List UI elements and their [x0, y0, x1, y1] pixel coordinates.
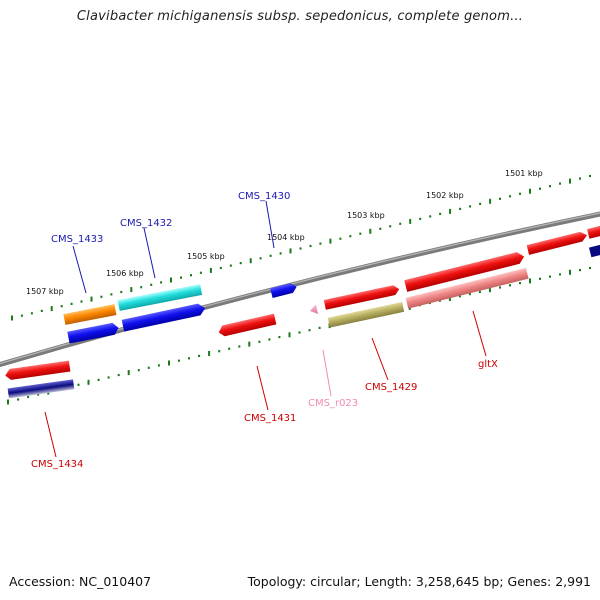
gene-label-cms1431[interactable]: CMS_1431 — [244, 413, 296, 424]
gene-arrow-orange[interactable] — [63, 304, 117, 325]
gene-arrow-navy-right[interactable] — [588, 244, 600, 258]
gene-arrow-navy-left[interactable] — [7, 379, 75, 399]
gene-label-cms1430[interactable]: CMS_1430 — [238, 191, 290, 202]
gene-label-cms1432[interactable]: CMS_1432 — [120, 218, 172, 229]
gene-arrow-blue-inner-2[interactable] — [121, 302, 207, 332]
leader-cms1433 — [72, 245, 87, 294]
gene-label-gltx[interactable]: gltX — [478, 359, 498, 370]
kbp-label: 1507 kbp — [26, 287, 64, 296]
kbp-label: 1504 kbp — [267, 233, 305, 242]
leader-cms1432 — [143, 227, 156, 279]
leader-cms-r023 — [322, 349, 332, 397]
gene-arrow-red-upper-2[interactable] — [404, 251, 525, 292]
gene-arrow-red-upper-3[interactable] — [526, 230, 589, 255]
outer-tick-track — [11, 174, 591, 321]
topology-summary: Topology: circular; Length: 3,258,645 bp… — [247, 574, 591, 589]
gene-arrow-red-upper-1[interactable] — [323, 284, 400, 310]
gene-arrow-blue-inner-1[interactable] — [67, 322, 119, 344]
page-title: Clavibacter michiganensis subsp. sepedon… — [76, 9, 524, 24]
gene-arrow-cms1430[interactable] — [270, 282, 298, 298]
leader-cms1429 — [371, 337, 389, 381]
gene-label-cms1434[interactable]: CMS_1434 — [31, 459, 83, 470]
leader-cms1434 — [44, 411, 57, 458]
gene-arrow-cyan[interactable] — [117, 284, 203, 311]
kbp-label: 1503 kbp — [347, 211, 385, 220]
kbp-label: 1501 kbp — [505, 169, 543, 178]
leader-cms1430 — [265, 200, 275, 249]
gene-label-cms1429[interactable]: CMS_1429 — [365, 382, 417, 393]
kbp-label: 1506 kbp — [106, 269, 144, 278]
gene-arrow-gltx[interactable] — [405, 267, 529, 309]
gene-arrow-cms1434[interactable] — [4, 360, 71, 381]
gene-arrow-red-upper-4[interactable] — [587, 225, 600, 239]
accession-text: Accession: NC_010407 — [9, 574, 152, 589]
gene-arrow-cms-r023[interactable] — [310, 304, 318, 314]
gene-label-cms1433[interactable]: CMS_1433 — [51, 234, 103, 245]
leader-gltx — [472, 310, 487, 357]
kbp-label: 1502 kbp — [426, 191, 464, 200]
leader-cms1431 — [256, 365, 269, 411]
gene-arrow-olive[interactable] — [327, 302, 405, 328]
kbp-label: 1505 kbp — [187, 252, 225, 261]
gene-arrow-cms1431[interactable] — [217, 313, 277, 338]
gene-label-cms-r023[interactable]: CMS_r023 — [308, 398, 358, 409]
